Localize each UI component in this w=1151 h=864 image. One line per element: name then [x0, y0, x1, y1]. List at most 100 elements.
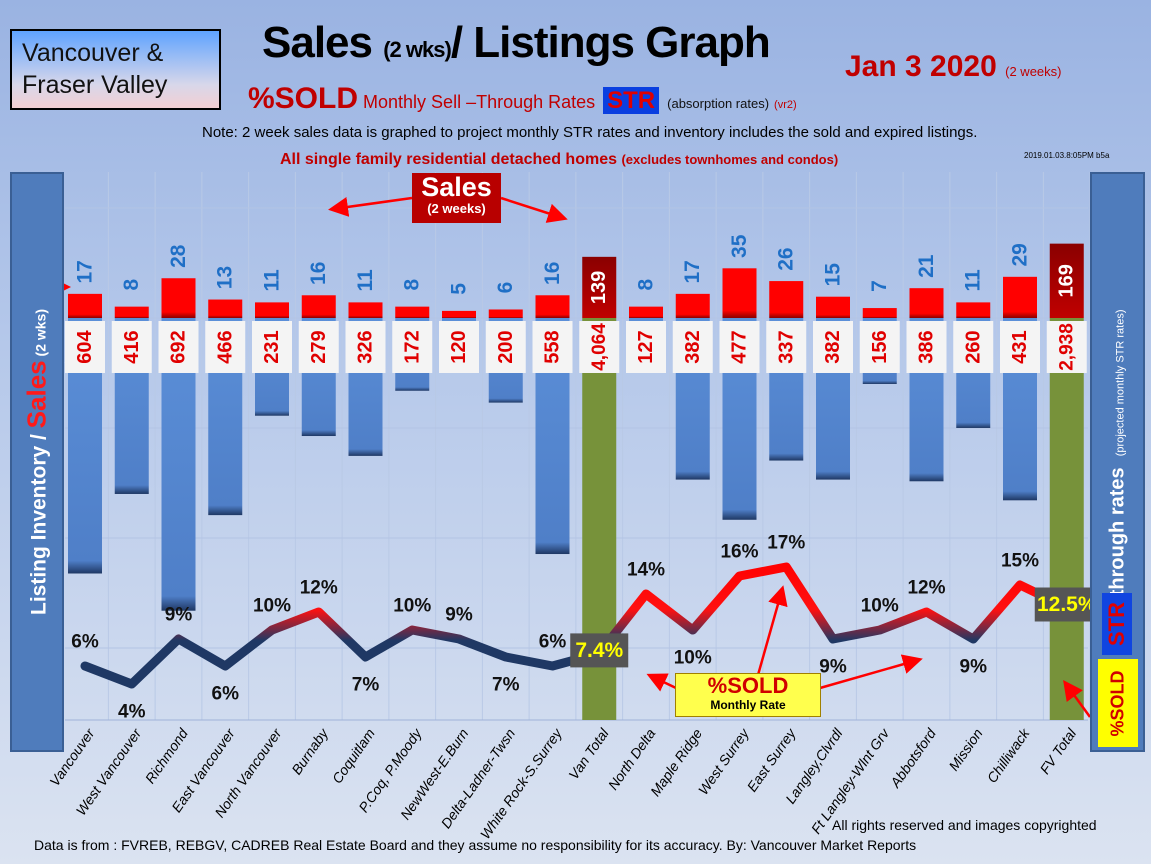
sales-annotation: Sales (2 weeks) — [412, 173, 501, 223]
source-note: Data is from : FVREB, REBGV, CADREB Real… — [34, 837, 917, 853]
sales-value-label: 16 — [541, 262, 564, 285]
category-label: FV Total — [1036, 725, 1079, 777]
region-line-2: Fraser Valley — [22, 71, 168, 99]
inventory-label-box — [205, 321, 246, 373]
str-value-label: 7% — [352, 675, 380, 696]
inventory-label-box — [111, 321, 152, 373]
subtitle: %SOLD Monthly Sell –Through Rates STR (abs… — [248, 82, 797, 116]
inventory-label-box — [439, 321, 479, 373]
y-label-period: (2 wks) — [32, 309, 49, 361]
sales-value-label: 17 — [681, 260, 704, 283]
str-total-box — [570, 633, 629, 668]
inventory-value-label: 120 — [448, 330, 470, 363]
scope-text: All single family residential detached h… — [280, 151, 617, 168]
y-label-inventory: Listing Inventory / — [27, 428, 51, 615]
inventory-label-box — [345, 321, 386, 373]
str-value-label: 9% — [165, 605, 193, 626]
inventory-label-box — [906, 321, 947, 373]
str-total-box — [1034, 587, 1099, 622]
y2-sublabel: (projected monthly STR rates) — [1114, 309, 1126, 457]
str-value-label: 6% — [212, 684, 240, 705]
str-total-label: 7.4% — [575, 639, 623, 662]
inventory-label-box — [1000, 321, 1040, 373]
sales-value-label: 15 — [822, 263, 845, 287]
sales-bar — [816, 296, 850, 318]
sales-value-label: 13 — [214, 266, 237, 289]
sales-value-label: 5 — [448, 283, 471, 295]
timestamp: 2019.01.03.8:05PM b5a — [1024, 151, 1110, 160]
sales-bar — [769, 281, 804, 318]
inventory-value-label: 279 — [308, 330, 330, 363]
sales-bar — [114, 306, 149, 318]
total-sales-label: 139 — [588, 271, 610, 304]
category-label: Coquitlam — [329, 725, 378, 786]
scope-small: (excludes townhomes and condos) — [621, 152, 839, 167]
sales-bar — [68, 293, 102, 318]
inventory-label-box — [485, 321, 526, 373]
category-label: North Delta — [605, 725, 659, 792]
sales-value-label: 35 — [728, 234, 751, 258]
subtitle-str: STR — [603, 87, 660, 114]
str-value-label: 15% — [1001, 551, 1039, 572]
sales-bar — [629, 306, 663, 318]
copyright: All rights reserved and images copyright… — [832, 817, 1097, 833]
str-tag-text: STR — [1104, 602, 1129, 646]
sold-annotation-title: %SOLD — [707, 673, 789, 698]
arrow-icon — [1063, 679, 1092, 718]
note: Note: 2 week sales data is graphed to pr… — [202, 124, 978, 141]
total-sales-label: 169 — [1056, 264, 1078, 297]
category-label: Abbotsford — [886, 725, 939, 791]
sales-bar — [675, 293, 710, 318]
y-axis-label: Listing Inventory / Sales (2 wks) — [22, 309, 53, 615]
inventory-value-label: 692 — [168, 330, 190, 363]
subtitle-sold: %SOLD — [248, 82, 359, 115]
inventory-label-box — [766, 321, 807, 373]
category-label: Van Total — [565, 725, 612, 783]
str-value-label: 10% — [393, 596, 431, 617]
inventory-value-label: 386 — [916, 330, 938, 363]
str-value-label: 12% — [300, 578, 338, 599]
y-axis-panel: Listing Inventory / Sales (2 wks) — [10, 172, 64, 752]
sales-bar — [862, 308, 897, 318]
inventory-value-label: 416 — [121, 330, 143, 363]
str-value-label: 10% — [674, 648, 712, 669]
subtitle-monthly: Monthly — [358, 92, 432, 112]
sales-value-label: 26 — [775, 247, 798, 270]
str-value-label: 14% — [627, 560, 665, 581]
inventory-value-label: 127 — [635, 330, 657, 363]
inventory-value-label: 200 — [495, 330, 517, 363]
sales-value-label: 16 — [307, 262, 330, 285]
inventory-value-label: 2,938 — [1056, 323, 1077, 371]
title-part: / Listings Graph — [450, 18, 771, 67]
sales-value-label: 29 — [1009, 243, 1032, 266]
str-value-label: 6% — [539, 632, 567, 653]
inventory-label-box — [1046, 321, 1087, 373]
str-value-label: 12% — [907, 578, 945, 599]
subtitle-absorption: (absorption rates) — [667, 96, 770, 111]
inventory-label-box — [859, 321, 900, 373]
str-value-label: 4% — [118, 702, 146, 723]
sales-bar — [722, 268, 757, 318]
sales-value-label: 11 — [962, 269, 985, 292]
title-part: Sales — [262, 18, 384, 67]
inventory-label-box — [252, 321, 292, 373]
sales-bar — [488, 309, 523, 318]
sales-value-label: 7 — [868, 280, 891, 292]
inventory-value-label: 326 — [355, 330, 377, 363]
sales-bar — [255, 302, 289, 318]
category-label: Mission — [945, 725, 985, 773]
sales-bar — [348, 302, 383, 318]
category-label: Burnaby — [288, 725, 332, 778]
sales-value-label: 11 — [354, 269, 377, 292]
str-value-label: 9% — [960, 657, 988, 678]
sales-value-label: 17 — [74, 260, 97, 283]
region-line-1: Vancouver & — [22, 39, 164, 67]
report-date: Jan 3 2020 (2 weeks) — [845, 50, 1062, 84]
date-text: Jan 3 2020 — [845, 50, 997, 83]
sales-bar — [442, 310, 476, 318]
sold-annotation-sub: Monthly Rate — [710, 698, 786, 712]
arrow-icon — [756, 585, 788, 676]
sales-bar — [161, 278, 196, 318]
sales-bar — [909, 288, 944, 318]
sales-value-label: 21 — [915, 254, 938, 278]
